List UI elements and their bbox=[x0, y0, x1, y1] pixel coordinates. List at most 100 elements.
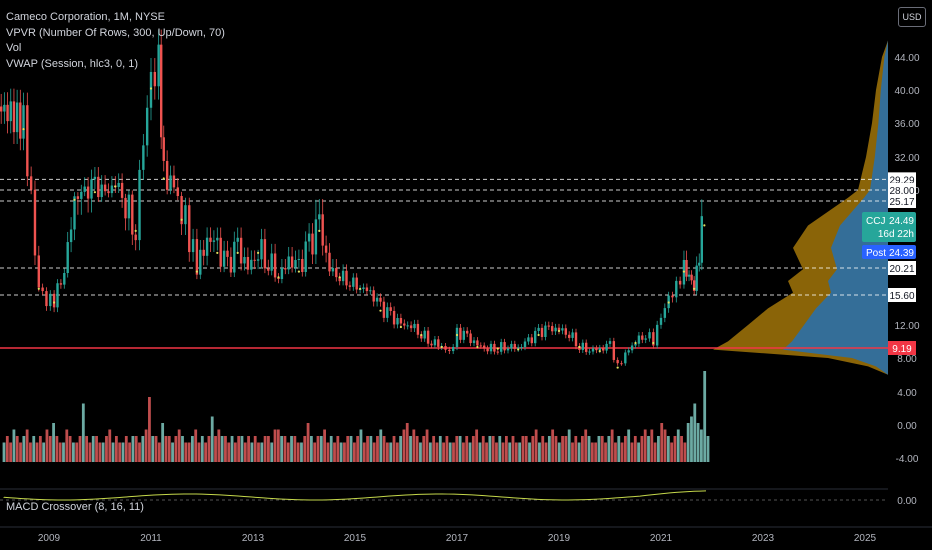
volume-bar bbox=[55, 436, 59, 462]
volume-bar bbox=[650, 429, 654, 462]
volume-bar bbox=[594, 442, 598, 462]
x-tick-label: 2013 bbox=[242, 533, 265, 544]
candle-body bbox=[675, 280, 678, 298]
volume-bar bbox=[111, 442, 115, 462]
volume-bar bbox=[250, 442, 254, 462]
candle-body bbox=[311, 233, 314, 255]
candle-body bbox=[379, 297, 382, 302]
price-axis: 44.00 40.00 36.00 32.00 28.00 12.00 8.00 4.00 0.… bbox=[888, 53, 920, 507]
volume-bar bbox=[508, 442, 512, 462]
volume-bar bbox=[376, 436, 379, 462]
candle-body bbox=[304, 241, 307, 272]
candle-body bbox=[637, 335, 641, 344]
volume-bar bbox=[392, 436, 396, 462]
vwap-point bbox=[537, 333, 540, 337]
candle-body bbox=[416, 323, 420, 335]
candle-body bbox=[355, 277, 358, 290]
candle-body bbox=[634, 343, 637, 346]
volume-bar bbox=[75, 442, 79, 462]
volume-bar bbox=[131, 436, 135, 462]
candle-body bbox=[97, 176, 100, 198]
y-tick-label: 36.00 bbox=[894, 119, 919, 130]
volume-bar bbox=[617, 436, 621, 462]
vwap-line bbox=[22, 87, 706, 369]
volume-bar bbox=[286, 442, 290, 462]
volume-bar bbox=[134, 436, 138, 462]
candle-body bbox=[564, 328, 567, 335]
candle-body bbox=[107, 191, 110, 194]
candle-body bbox=[59, 283, 63, 285]
volume-bar bbox=[561, 436, 564, 462]
candle-body bbox=[29, 176, 33, 190]
candle-body bbox=[534, 330, 537, 344]
candle-body bbox=[630, 345, 634, 351]
level-price-tag bbox=[888, 194, 916, 208]
candle-body bbox=[527, 337, 530, 342]
macd-indicator-label[interactable]: MACD Crossover (8, 16, 11) bbox=[6, 501, 144, 513]
vwap-point bbox=[22, 128, 25, 131]
candle-body bbox=[328, 252, 331, 272]
level-price-tag bbox=[888, 183, 916, 197]
vwap-point bbox=[134, 229, 137, 232]
volume-bar bbox=[184, 442, 188, 462]
candle-body bbox=[49, 293, 52, 307]
candle-body bbox=[73, 196, 76, 230]
currency-button[interactable]: USD bbox=[898, 7, 926, 27]
candle-body bbox=[671, 295, 674, 298]
volume-bar bbox=[610, 429, 614, 462]
volume-bar bbox=[12, 429, 16, 462]
indicator-vpvr[interactable]: VPVR (Number Of Rows, 300, Up/Down, 70) bbox=[6, 26, 225, 39]
candle-body bbox=[199, 249, 202, 275]
candle-body bbox=[26, 105, 29, 177]
candle-body bbox=[602, 347, 605, 351]
candle-body bbox=[209, 237, 212, 242]
volume-bar bbox=[422, 436, 426, 462]
volume-bar bbox=[230, 436, 234, 462]
candle-body bbox=[83, 186, 86, 192]
volume-bar bbox=[138, 442, 141, 462]
volume-bar bbox=[633, 436, 637, 462]
level-price-label: 28.00 bbox=[889, 186, 914, 197]
volume-bar bbox=[382, 436, 386, 462]
volume-bar bbox=[415, 436, 419, 462]
level-price-tag bbox=[888, 172, 916, 187]
indicator-vwap[interactable]: VWAP (Session, hlc3, 0, 1) bbox=[6, 57, 139, 70]
macd-line bbox=[3, 490, 707, 501]
candle-body bbox=[142, 145, 145, 170]
x-tick-label: 2015 bbox=[344, 533, 367, 544]
volume-bar bbox=[455, 436, 459, 462]
x-tick-label: 2009 bbox=[38, 533, 61, 544]
volume-bar bbox=[306, 423, 310, 462]
vwap-point bbox=[420, 333, 423, 337]
candle-body bbox=[627, 350, 630, 353]
candle-body bbox=[287, 256, 290, 270]
level-price-label: 15.60 bbox=[889, 291, 914, 302]
candle-body bbox=[212, 240, 216, 242]
volume-bar bbox=[144, 429, 148, 462]
candle-body bbox=[448, 349, 451, 352]
indicator-vol[interactable]: Vol bbox=[6, 42, 22, 54]
candle-body bbox=[86, 186, 90, 199]
volume-profile bbox=[713, 40, 888, 375]
volume-bar bbox=[101, 442, 105, 462]
volume-bar bbox=[683, 442, 687, 462]
candle-body bbox=[551, 326, 554, 332]
volume-bar bbox=[597, 436, 601, 462]
volume-bar bbox=[177, 429, 181, 462]
candle-body bbox=[437, 339, 440, 347]
volume-bar bbox=[38, 436, 42, 462]
candle-body bbox=[406, 325, 409, 327]
chart-legend: Cameco Corporation, 1M, NYSE VPVR (Numbe… bbox=[6, 10, 225, 72]
volume-bar bbox=[253, 436, 257, 462]
vwap-point bbox=[476, 345, 479, 349]
volume-bar bbox=[670, 442, 674, 462]
candle-body bbox=[352, 277, 355, 287]
volume-bar bbox=[465, 436, 469, 462]
candle-body bbox=[90, 179, 93, 199]
y-tick-label: 44.00 bbox=[894, 53, 919, 64]
candle-body bbox=[260, 239, 263, 260]
candle-body bbox=[345, 270, 348, 286]
candle-body bbox=[41, 287, 44, 292]
vwap-point bbox=[195, 270, 198, 273]
